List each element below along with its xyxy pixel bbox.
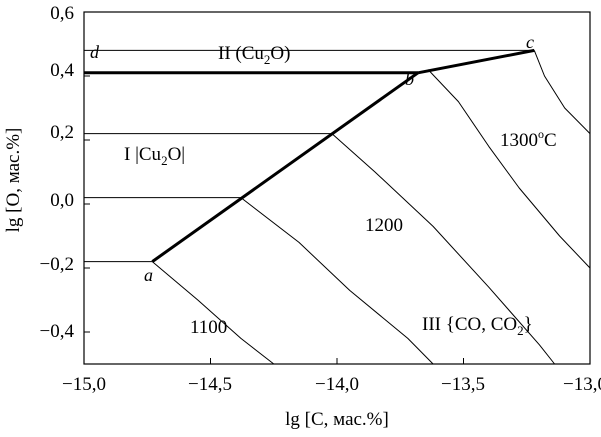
tick-marks [83, 11, 591, 364]
boundary-ab [151, 71, 419, 263]
x-tick-label: −14,0 [315, 374, 359, 395]
isotherm-1200-label: 1200 [365, 215, 403, 236]
isotherm-lines [151, 50, 591, 365]
horizontal-lines [84, 49, 535, 263]
isotherm-1300 [427, 69, 591, 269]
isotherm-1200 [240, 197, 434, 365]
x-tick-label: −13,0 [563, 374, 601, 395]
plot-frame [83, 11, 591, 365]
isotherm-1200 [331, 133, 555, 365]
x-tick-label: −13,5 [441, 374, 485, 395]
isotherm-1100 [151, 261, 275, 365]
y-tick-label: −0,4 [40, 321, 75, 342]
isotherm-1100-label: 1100 [190, 317, 227, 338]
y-axis-label: lg [O, мас.%] [3, 128, 24, 233]
x-tick-label: −15,0 [62, 374, 106, 395]
y-tick-label: −0,2 [40, 254, 74, 275]
y-tick-label: 0,6 [50, 3, 74, 24]
x-tick-label: −14,5 [188, 374, 232, 395]
region-ii-label: II (Cu2O) [218, 43, 290, 67]
point-b-label: b [405, 69, 414, 89]
isotherm-1300 [533, 50, 591, 134]
region-iii-label: III {CO, CO2} [422, 314, 533, 338]
boundary-bc [417, 48, 535, 75]
point-a-label: a [144, 265, 153, 285]
isotherm-1300-label: 1300oC [500, 127, 557, 151]
boundary-lines [84, 48, 535, 263]
point-c-label: c [526, 32, 534, 52]
y-tick-label: 0,2 [50, 122, 74, 143]
region-i-label: I |Cu2O| [124, 144, 185, 168]
point-d-label: d [90, 42, 100, 62]
y-tick-label: 0,4 [50, 60, 74, 81]
y-tick-label: 0,0 [50, 190, 74, 211]
x-axis-label: lg [C, мас.%] [285, 409, 389, 430]
